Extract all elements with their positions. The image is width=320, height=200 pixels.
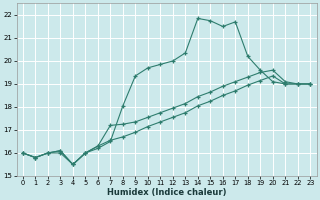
X-axis label: Humidex (Indice chaleur): Humidex (Indice chaleur)	[107, 188, 226, 197]
